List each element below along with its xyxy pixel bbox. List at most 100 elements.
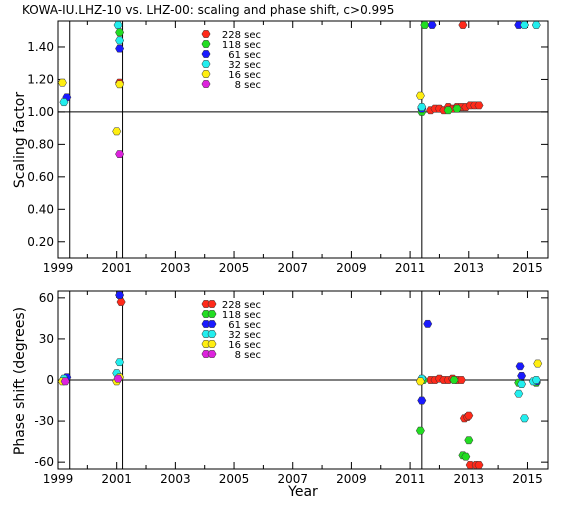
- phase-x-tick-label: 2007: [277, 472, 308, 486]
- scaling-point-228-sec: [458, 21, 468, 29]
- phase-point-61-sec: [515, 362, 525, 371]
- scaling-point-32-sec: [520, 21, 529, 29]
- phase-legend-marker-61-sec: [201, 320, 211, 328]
- scaling-factor-panel: Scaling factor 1999 2001 2003 2005 2007 2009 2…: [12, 20, 549, 275]
- phase-point-16-sec: [533, 359, 543, 368]
- phase-point-32-sec: [514, 389, 524, 398]
- scaling-point-228-sec: [474, 101, 484, 110]
- phase-point-61-sec: [115, 291, 125, 299]
- phase-legend-marker-16-sec: [201, 340, 211, 348]
- phase-x-tick-label: 2011: [395, 472, 426, 486]
- scaling-x-tick-label: 2007: [277, 261, 308, 275]
- phase-legend-marker-32-sec: [207, 330, 217, 338]
- scaling-legend-marker-32-sec: [201, 60, 211, 68]
- scaling-x-tick-label: 2003: [160, 261, 191, 275]
- phase-legend-marker-16-sec: [207, 340, 217, 348]
- phase-y-tick-label: -30: [34, 414, 54, 428]
- scaling-legend-marker-118-sec: [201, 40, 211, 48]
- phase-legend-marker-118-sec: [201, 310, 211, 318]
- scaling-legend-label-16-sec: 16 sec: [228, 70, 261, 81]
- scaling-point-118-sec: [443, 106, 453, 115]
- phase-point-118-sec: [415, 426, 425, 435]
- phase-y-tick-label: 60: [39, 291, 54, 305]
- scaling-y-ticks: 0.20 0.40 0.60 0.80 1.00 1.20 1.40: [27, 40, 548, 249]
- phase-reference-lines: [58, 291, 548, 469]
- phase-point-61-sec: [517, 372, 527, 380]
- scaling-y-tick-label: 0.60: [27, 170, 54, 184]
- phase-x-tick-label: 2013: [454, 472, 485, 486]
- phase-x-tick-label: 2001: [101, 472, 132, 486]
- phase-legend-marker-8-sec: [201, 350, 211, 358]
- x-axis-label: Year: [287, 484, 318, 500]
- phase-data-points: [57, 291, 543, 469]
- phase-legend-label-118-sec: 118 sec: [222, 310, 261, 321]
- scaling-legend-label-118-sec: 118 sec: [222, 40, 261, 51]
- phase-x-tick-label: 2005: [219, 472, 250, 486]
- chart-title: KOWA-IU.LHZ-10 vs. LHZ-00: scaling and p…: [22, 3, 394, 17]
- scaling-point-16-sec: [57, 78, 67, 87]
- scaling-legend-marker-228-sec: [201, 30, 211, 38]
- phase-point-118-sec: [449, 376, 459, 384]
- phase-legend-marker-118-sec: [207, 310, 217, 318]
- scaling-legend-label-32-sec: 32 sec: [228, 60, 261, 71]
- phase-legend-marker-32-sec: [201, 330, 211, 338]
- scaling-legend-marker-8-sec: [201, 80, 211, 88]
- scaling-y-tick-label: 0.80: [27, 137, 54, 151]
- scaling-point-118-sec: [420, 21, 430, 29]
- scaling-legend-label-61-sec: 61 sec: [228, 50, 261, 61]
- scaling-y-tick-label: 0.40: [27, 202, 54, 216]
- phase-y-axis-label: Phase shift (degrees): [12, 307, 28, 455]
- phase-x-ticks: 1999 2001 2003 2005 2007 2009 2011 2013 2015: [43, 291, 543, 486]
- scaling-legend-label-228-sec: 228 sec: [222, 30, 261, 41]
- scaling-x-tick-label: 2009: [336, 261, 367, 275]
- phase-y-tick-label: 0: [46, 373, 54, 387]
- scaling-x-tick-label: 2015: [512, 261, 543, 275]
- phase-point-228-sec: [116, 298, 126, 306]
- phase-point-8-sec: [60, 377, 70, 386]
- phase-shift-panel: Phase shift (degrees) 1999 2001 2003 2005 20…: [12, 290, 549, 486]
- phase-legend-marker-228-sec: [207, 300, 217, 308]
- phase-x-tick-label: 2015: [512, 472, 543, 486]
- phase-legend-label-228-sec: 228 sec: [222, 300, 261, 311]
- phase-point-8-sec: [113, 374, 123, 383]
- scaling-legend-marker-61-sec: [201, 50, 211, 58]
- phase-point-32-sec: [520, 414, 529, 423]
- phase-point-61-sec: [423, 319, 433, 328]
- scaling-point-8-sec: [115, 150, 125, 158]
- scaling-point-118-sec: [115, 28, 125, 37]
- phase-point-16-sec: [415, 377, 425, 386]
- scaling-y-tick-label: 1.20: [27, 72, 54, 86]
- scaling-legend-label-8-sec: 8 sec: [235, 80, 261, 91]
- scaling-y-tick-label: 1.40: [27, 40, 54, 54]
- phase-point-228-sec: [465, 461, 475, 469]
- scaling-reference-lines: [58, 21, 548, 258]
- phase-point-228-sec: [474, 461, 484, 469]
- scaling-point-61-sec: [514, 21, 524, 29]
- scaling-x-tick-label: 1999: [43, 261, 74, 275]
- phase-x-tick-label: 2003: [160, 472, 191, 486]
- phase-legend-label-16-sec: 16 sec: [228, 340, 261, 351]
- phase-point-118-sec: [464, 436, 474, 445]
- phase-point-228-sec: [464, 411, 474, 420]
- scaling-x-tick-label: 2011: [395, 261, 426, 275]
- phase-point-118-sec: [461, 452, 471, 461]
- phase-legend-marker-228-sec: [201, 300, 211, 308]
- scaling-point-61-sec: [427, 21, 437, 29]
- scaling-x-tick-label: 2001: [101, 261, 132, 275]
- phase-legend-label-32-sec: 32 sec: [228, 330, 261, 341]
- scaling-x-tick-label: 2013: [454, 261, 485, 275]
- phase-legend-marker-8-sec: [207, 350, 217, 358]
- scaling-point-16-sec: [112, 127, 122, 136]
- scaling-y-tick-label: 0.20: [27, 235, 54, 249]
- phase-point-32-sec: [115, 358, 125, 367]
- scaling-point-16-sec: [115, 80, 125, 89]
- scaling-plot-frame: [57, 20, 549, 259]
- scaling-x-tick-label: 2005: [219, 261, 250, 275]
- scaling-point-118-sec: [452, 104, 462, 113]
- phase-x-tick-label: 2009: [336, 472, 367, 486]
- phase-y-tick-label: 30: [39, 332, 54, 346]
- scaling-point-61-sec: [115, 44, 125, 53]
